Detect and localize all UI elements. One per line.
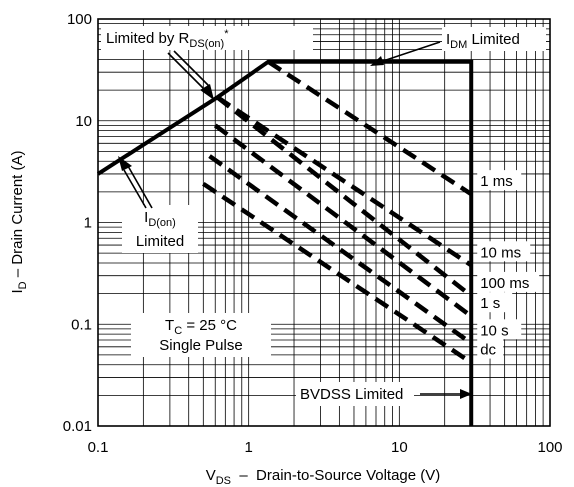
curve-label-bg [477,241,531,262]
curve-label-bg [477,338,504,359]
curve-1-s [213,123,473,318]
x-tick-labels: 0.1 1 10 100 [88,439,563,456]
curve-label: 1 s [480,295,500,312]
rds-on-label-sup: * [224,28,229,40]
idm-label: IDM Limited [446,31,520,51]
curve-label-bg [477,271,540,292]
idm-label-main: I [446,31,450,48]
tc-label: TC = 25 °C [165,317,237,337]
curve-label-bg [477,319,522,340]
x-tick-label: 100 [537,439,562,456]
curve-10-s [208,154,473,346]
x-axis-label-sub: DS [216,475,231,487]
y-tick-label: 1 [84,215,92,232]
bvdss-label-bg [296,382,414,406]
idm-label-rest: Limited [467,31,520,48]
id-on-label-line2: Limited [136,233,184,250]
idm-arrow [379,41,441,63]
plot-frame [97,18,551,427]
rds-on-arrow-inner [173,50,211,88]
x-tick-label: 0.1 [88,439,109,456]
bvdss-label: BVDSS Limited [300,386,403,403]
rds-on-arrowhead [200,84,214,100]
curve-10-ms [216,95,473,268]
rds-on-arrow-outer [167,52,207,92]
y-axis-label: ID – Drain Current (A) [9,151,29,294]
curve-dc [202,181,473,365]
curve-label: 1 ms [480,173,513,190]
y-axis-label-rest: – Drain Current (A) [9,151,26,282]
y-axis-label-sub: D [17,281,29,289]
id-on-label-main: I [144,209,148,226]
curve-label: dc [480,342,496,359]
curve-labels: 1 ms 10 ms 100 ms 1 s 10 s dc [477,170,540,359]
rds-on-label-sub: DS(on) [189,38,224,50]
x-axis-label-main: V [206,467,216,484]
curve-label: 10 s [480,322,508,339]
soa-boundary-line [96,59,474,426]
x-axis-label-rest: – Drain-to-Source Voltage (V) [231,467,440,484]
rds-on-label-main: Limited by R [106,30,190,47]
curve-label-bg [477,170,522,191]
id-on-label-bg [122,205,198,253]
tc-label-rest: = 25 °C [182,317,237,334]
y-axis-label-main: I [9,289,26,293]
idm-arrowhead [370,56,384,66]
x-tick-label: 10 [391,439,408,456]
tc-label-line2: Single Pulse [159,337,242,354]
y-tick-label: 0.01 [63,418,92,435]
id-on-arrow-inner [127,165,153,209]
y-tick-label: 10 [75,113,92,130]
idm-label-sub: DM [450,39,467,51]
curve-label: 10 ms [480,244,521,261]
x-axis-label: VDS – Drain-to-Source Voltage (V) [206,467,441,487]
pulse-curves [202,59,473,365]
y-tick-labels: 0.01 0.1 1 10 100 [63,11,92,435]
curve-100-ms [216,95,473,298]
curve-1-ms [267,59,473,197]
grid [98,19,550,426]
id-on-label-sub: D(on) [148,217,176,229]
curve-label: 100 ms [480,275,529,292]
curve-label-bg [477,292,513,313]
tc-label-bg [131,313,271,357]
tc-label-main: T [165,317,174,334]
idm-label-bg [442,27,546,51]
x-tick-label: 1 [244,439,252,456]
rds-on-label: Limited by RDS(on)* [106,28,229,50]
bvdss-arrowhead [460,389,472,399]
id-on-label: ID(on) [144,209,176,229]
y-tick-label: 100 [67,11,92,28]
tc-label-sub: C [174,325,182,337]
id-on-arrow-outer [123,169,147,209]
rds-on-label-bg [101,26,313,50]
y-tick-label: 0.1 [71,316,92,333]
id-on-arrowhead [118,156,132,171]
